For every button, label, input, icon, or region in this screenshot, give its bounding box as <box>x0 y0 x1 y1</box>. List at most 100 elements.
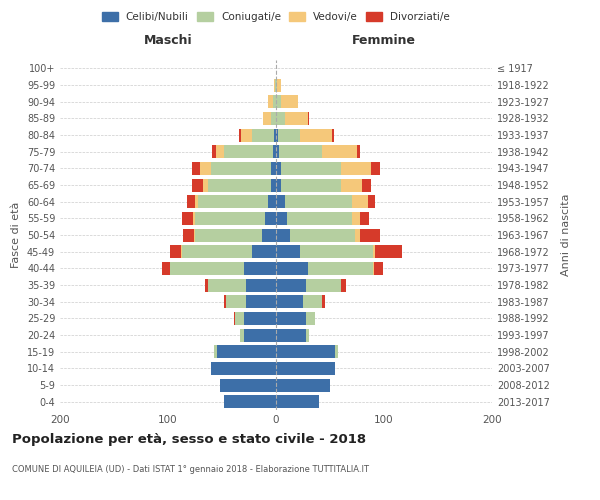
Bar <box>224 395 276 408</box>
Bar <box>322 145 357 158</box>
Text: Popolazione per età, sesso e stato civile - 2018: Popolazione per età, sesso e stato civil… <box>12 432 366 446</box>
Bar <box>198 195 268 208</box>
Bar <box>276 112 284 125</box>
Bar <box>239 128 241 141</box>
Bar <box>187 195 195 208</box>
Bar <box>203 178 208 192</box>
Bar <box>281 162 341 175</box>
Bar <box>182 245 252 258</box>
Bar <box>277 78 281 92</box>
Bar <box>275 78 276 92</box>
Bar <box>195 212 265 225</box>
Bar <box>241 328 244 342</box>
Bar <box>208 178 271 192</box>
Bar <box>368 195 376 208</box>
Bar <box>234 312 235 325</box>
Bar <box>276 228 290 241</box>
Bar <box>276 345 335 358</box>
Bar <box>308 262 373 275</box>
Bar <box>271 112 276 125</box>
Bar <box>252 128 274 141</box>
Bar <box>182 212 193 225</box>
Bar <box>276 312 306 325</box>
Bar <box>276 262 308 275</box>
Bar <box>220 378 276 392</box>
Bar <box>265 212 276 225</box>
Bar <box>332 128 334 141</box>
Bar <box>341 178 362 192</box>
Bar <box>161 262 170 275</box>
Bar <box>276 162 281 175</box>
Bar <box>244 328 276 342</box>
Bar <box>211 162 271 175</box>
Bar <box>215 145 224 158</box>
Bar <box>374 262 383 275</box>
Bar <box>224 295 226 308</box>
Bar <box>373 262 374 275</box>
Bar <box>263 112 271 125</box>
Bar <box>212 145 215 158</box>
Bar <box>276 128 278 141</box>
Bar <box>262 228 276 241</box>
Text: COMUNE DI AQUILEIA (UD) - Dati ISTAT 1° gennaio 2018 - Elaborazione TUTTITALIA.I: COMUNE DI AQUILEIA (UD) - Dati ISTAT 1° … <box>12 466 369 474</box>
Bar <box>352 195 368 208</box>
Bar <box>276 78 277 92</box>
Bar <box>244 262 276 275</box>
Bar <box>276 278 306 291</box>
Bar <box>341 278 346 291</box>
Bar <box>279 145 322 158</box>
Bar <box>211 362 276 375</box>
Bar <box>246 295 276 308</box>
Bar <box>276 178 281 192</box>
Bar <box>281 178 341 192</box>
Bar <box>235 312 244 325</box>
Bar <box>341 162 371 175</box>
Bar <box>300 245 373 258</box>
Bar <box>276 328 306 342</box>
Text: Femmine: Femmine <box>352 34 416 46</box>
Bar <box>276 145 279 158</box>
Y-axis label: Fasce di età: Fasce di età <box>11 202 21 268</box>
Bar <box>192 178 203 192</box>
Bar <box>195 228 262 241</box>
Bar <box>252 245 276 258</box>
Bar <box>170 262 244 275</box>
Bar <box>360 228 380 241</box>
Bar <box>322 295 325 308</box>
Bar <box>306 328 310 342</box>
Bar <box>276 195 284 208</box>
Bar <box>274 128 276 141</box>
Bar <box>278 128 300 141</box>
Bar <box>217 345 276 358</box>
Y-axis label: Anni di nascita: Anni di nascita <box>561 194 571 276</box>
Bar <box>183 228 194 241</box>
Bar <box>170 245 181 258</box>
Bar <box>181 245 182 258</box>
Bar <box>284 112 308 125</box>
Bar <box>193 212 195 225</box>
Bar <box>273 95 276 108</box>
Bar <box>373 245 376 258</box>
Bar <box>281 95 298 108</box>
Bar <box>376 245 403 258</box>
Bar <box>226 295 246 308</box>
Bar <box>208 278 246 291</box>
Bar <box>274 78 275 92</box>
Bar <box>276 395 319 408</box>
Bar <box>290 228 355 241</box>
Bar <box>268 95 273 108</box>
Bar <box>276 362 335 375</box>
Bar <box>300 128 332 141</box>
Bar <box>214 345 217 358</box>
Bar <box>244 312 276 325</box>
Bar <box>355 228 360 241</box>
Bar <box>268 195 276 208</box>
Bar <box>271 162 276 175</box>
Bar <box>224 145 273 158</box>
Bar <box>357 145 360 158</box>
Bar <box>194 228 195 241</box>
Bar <box>276 212 287 225</box>
Text: Maschi: Maschi <box>143 34 193 46</box>
Bar <box>276 295 303 308</box>
Bar <box>276 95 281 108</box>
